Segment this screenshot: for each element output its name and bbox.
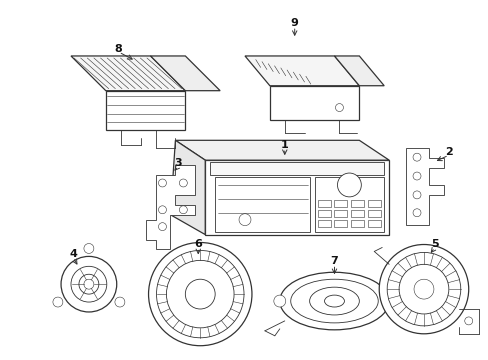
Circle shape: [71, 266, 106, 302]
Text: 9: 9: [290, 18, 298, 28]
Polygon shape: [351, 220, 364, 227]
Circle shape: [386, 252, 460, 326]
Text: 5: 5: [430, 239, 438, 249]
Polygon shape: [317, 200, 330, 207]
Circle shape: [412, 172, 420, 180]
Circle shape: [84, 243, 94, 253]
Polygon shape: [205, 160, 388, 235]
Ellipse shape: [290, 279, 377, 323]
Circle shape: [148, 243, 251, 346]
Polygon shape: [269, 86, 359, 121]
Polygon shape: [145, 165, 195, 249]
Circle shape: [239, 214, 250, 226]
Circle shape: [158, 223, 166, 231]
Polygon shape: [210, 162, 384, 175]
Circle shape: [412, 209, 420, 217]
Text: 3: 3: [174, 158, 182, 168]
Polygon shape: [367, 210, 381, 217]
Polygon shape: [215, 177, 309, 231]
Circle shape: [412, 153, 420, 161]
Text: 1: 1: [280, 140, 288, 150]
Circle shape: [337, 173, 361, 197]
Circle shape: [464, 317, 472, 325]
Text: 6: 6: [194, 239, 202, 249]
Text: 4: 4: [69, 249, 77, 260]
Polygon shape: [351, 210, 364, 217]
Circle shape: [61, 256, 117, 312]
Polygon shape: [175, 140, 388, 160]
Circle shape: [166, 260, 234, 328]
Polygon shape: [244, 56, 359, 86]
Circle shape: [335, 104, 343, 112]
Circle shape: [273, 295, 285, 307]
Circle shape: [179, 206, 187, 214]
Circle shape: [84, 279, 94, 289]
Text: 2: 2: [444, 147, 452, 157]
Polygon shape: [317, 210, 330, 217]
Circle shape: [413, 279, 433, 299]
Polygon shape: [367, 220, 381, 227]
Polygon shape: [71, 56, 185, 91]
Polygon shape: [405, 148, 443, 225]
Polygon shape: [150, 56, 220, 91]
Polygon shape: [314, 177, 384, 231]
Polygon shape: [367, 200, 381, 207]
Circle shape: [379, 244, 468, 334]
Polygon shape: [105, 91, 185, 130]
Circle shape: [158, 206, 166, 214]
Ellipse shape: [309, 287, 359, 315]
Polygon shape: [334, 56, 384, 86]
Polygon shape: [334, 200, 346, 207]
Circle shape: [412, 191, 420, 199]
Ellipse shape: [324, 295, 344, 307]
Polygon shape: [351, 200, 364, 207]
Polygon shape: [334, 210, 346, 217]
Circle shape: [158, 179, 166, 187]
Circle shape: [53, 297, 63, 307]
Polygon shape: [317, 220, 330, 227]
Text: 7: 7: [330, 256, 338, 266]
Circle shape: [398, 264, 448, 314]
Circle shape: [156, 251, 244, 338]
Circle shape: [115, 297, 124, 307]
Polygon shape: [334, 220, 346, 227]
Circle shape: [79, 274, 99, 294]
Circle shape: [383, 295, 394, 307]
Ellipse shape: [279, 272, 388, 330]
Circle shape: [179, 179, 187, 187]
Text: 8: 8: [115, 44, 122, 54]
Circle shape: [185, 279, 215, 309]
Polygon shape: [170, 140, 205, 235]
